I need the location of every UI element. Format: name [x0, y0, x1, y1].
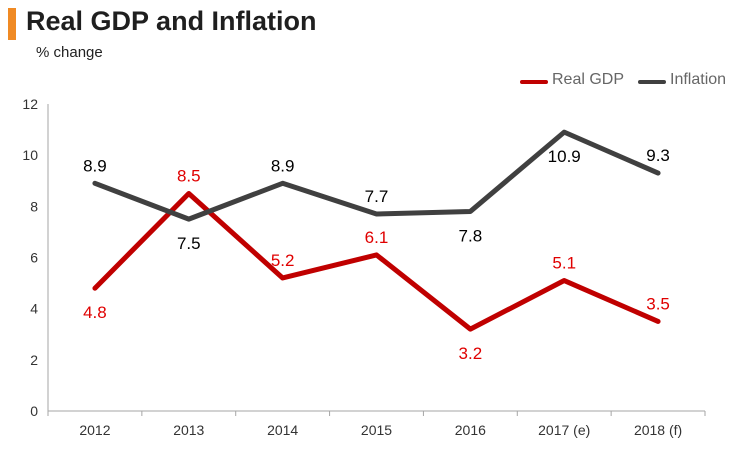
data-label-inflation: 7.7: [365, 187, 389, 206]
data-label-inflation: 10.9: [548, 147, 581, 166]
legend-swatch-real-gdp: [520, 80, 548, 84]
x-tick-label: 2015: [361, 422, 392, 438]
x-tick-label: 2012: [79, 422, 110, 438]
data-label-real-gdp: 4.8: [83, 303, 107, 322]
y-tick-label: 2: [30, 352, 38, 368]
x-tick-label: 2014: [267, 422, 298, 438]
y-tick-label: 8: [30, 198, 38, 214]
data-label-real-gdp: 3.5: [646, 294, 670, 313]
title-accent-bar: [8, 8, 16, 40]
y-tick-label: 4: [30, 301, 38, 317]
data-label-inflation: 9.3: [646, 146, 670, 165]
data-label-real-gdp: 8.5: [177, 167, 201, 186]
data-label-real-gdp: 5.1: [552, 254, 576, 273]
data-label-real-gdp: 5.2: [271, 251, 295, 270]
data-label-inflation: 8.9: [271, 156, 295, 175]
data-label-inflation: 8.9: [83, 156, 107, 175]
legend-label-real-gdp: Real GDP: [552, 71, 625, 88]
legend-swatch-inflation: [638, 80, 666, 84]
x-tick-label: 2017 (e): [538, 422, 590, 438]
chart-title: Real GDP and Inflation: [26, 6, 317, 36]
x-tick-label: 2018 (f): [634, 422, 682, 438]
series-line-real-gdp: [92, 191, 661, 332]
legend-label-inflation: Inflation: [670, 71, 727, 88]
data-label-inflation: 7.5: [177, 234, 201, 253]
y-tick-label: 6: [30, 250, 38, 266]
data-label-inflation: 7.8: [459, 226, 483, 245]
x-tick-label: 2016: [455, 422, 486, 438]
data-label-real-gdp: 3.2: [459, 344, 483, 363]
data-label-real-gdp: 6.1: [365, 228, 389, 247]
y-tick-label: 12: [22, 96, 38, 112]
chart-subtitle: % change: [36, 44, 103, 61]
x-tick-label: 2013: [173, 422, 204, 438]
y-tick-label: 0: [30, 403, 38, 419]
series-line-inflation: [92, 129, 661, 222]
y-tick-label: 10: [22, 147, 38, 163]
